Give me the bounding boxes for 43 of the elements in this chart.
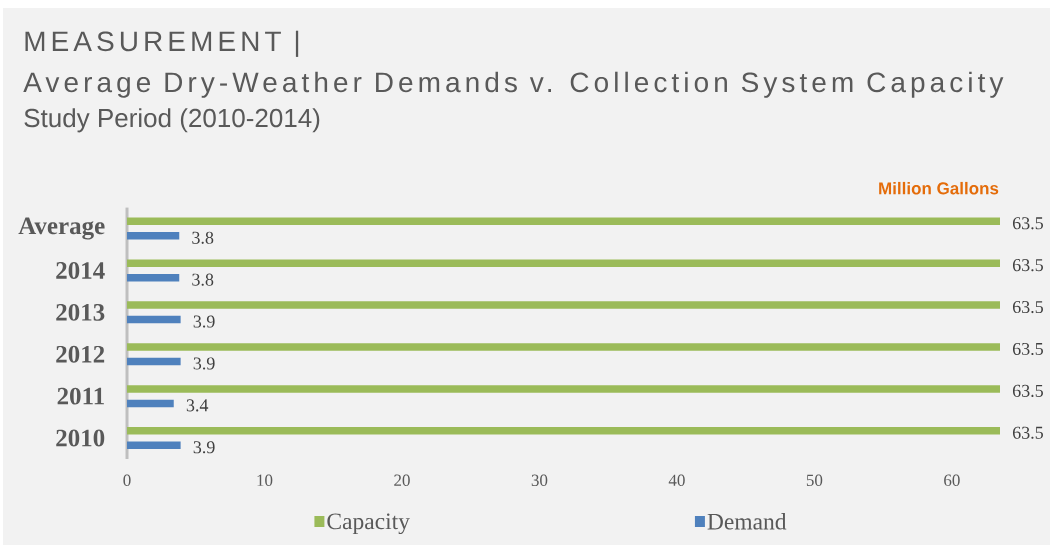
- data-label: 63.5: [1012, 426, 1043, 439]
- x-tick-label: 0: [123, 474, 131, 486]
- data-label: 3.8: [192, 273, 214, 286]
- bar: [127, 217, 1000, 226]
- bar: [127, 343, 1000, 351]
- y-tick-label: 2012: [56, 345, 105, 363]
- data-label: 3.9: [193, 441, 215, 454]
- data-label: 63.5: [1012, 384, 1043, 397]
- x-axis-title: Million Gallons: [879, 181, 999, 195]
- bar: [127, 273, 180, 282]
- x-tick-label: 30: [531, 474, 548, 486]
- x-tick-label: 40: [668, 474, 685, 486]
- chart-subtitle: Average Dry-Weather Demands v. Collection System Capacity: [23, 71, 1004, 98]
- y-tick-label: 2011: [57, 387, 104, 405]
- text: Study Period (2010-2014): [24, 108, 320, 133]
- bar: [127, 232, 180, 240]
- x-tick-label: 50: [806, 474, 823, 486]
- bar: [127, 301, 1000, 309]
- x-tick-label: 10: [257, 474, 273, 486]
- data-label: 63.5: [1012, 259, 1043, 272]
- data-label: 3.4: [186, 399, 209, 412]
- data-label: 3.8: [192, 231, 214, 244]
- y-tick-label: 2013: [56, 303, 105, 321]
- x-tick-label: 60: [944, 474, 960, 486]
- chart-title: MEASUREMENT |: [25, 30, 299, 57]
- legend-label: Capacity: [327, 513, 410, 535]
- bar: [127, 357, 181, 366]
- y-tick-label: 2014: [56, 262, 105, 279]
- legend-label: Demand: [707, 513, 787, 530]
- bar: [127, 259, 1000, 267]
- bar: [127, 399, 174, 408]
- bar: [127, 385, 1000, 393]
- data-label: 3.9: [193, 357, 215, 370]
- y-tick-label: Average: [18, 217, 105, 240]
- data-label: 63.5: [1012, 301, 1043, 314]
- y-tick-label: 2010: [56, 429, 105, 447]
- data-label: 3.9: [193, 315, 215, 328]
- data-label: 63.5: [1012, 342, 1043, 356]
- bar: [127, 441, 181, 450]
- bar: [127, 427, 1000, 435]
- x-tick-label: 20: [394, 474, 410, 486]
- data-label: 63.5: [1012, 217, 1043, 230]
- bar: [127, 315, 181, 324]
